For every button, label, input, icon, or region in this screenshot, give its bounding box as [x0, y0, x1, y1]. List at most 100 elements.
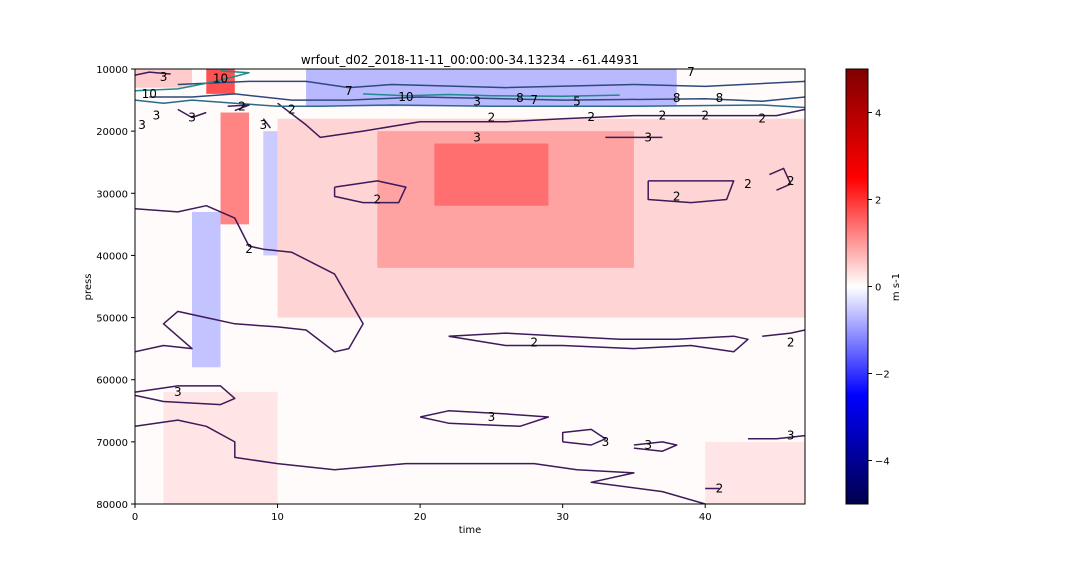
heatmap-cell: [705, 441, 805, 504]
colorbar-gradient: [845, 68, 869, 505]
contour-label: 2: [530, 335, 538, 349]
contour-label: 3: [644, 130, 652, 144]
contour-label: 3: [787, 429, 795, 443]
contour-label: 3: [138, 118, 146, 132]
heatmap-cell: [163, 392, 278, 504]
contour-label: 3: [473, 94, 481, 108]
contour-line-10: [135, 70, 250, 92]
contour-line-3: [748, 434, 805, 440]
contour-label: 2: [288, 102, 296, 116]
contour-label: 2: [744, 177, 752, 191]
heatmap-cell: [434, 143, 549, 206]
contour-line-3: [177, 108, 207, 119]
contour-label: 3: [188, 110, 196, 124]
plot-frame: [134, 68, 806, 505]
chart-title: wrfout_d02_2018-11-11_00:00:00-34.13234 …: [301, 53, 639, 67]
contour-label: 3: [259, 118, 267, 132]
contour-label: 3: [160, 70, 168, 84]
contour-label: 10: [398, 90, 413, 104]
contour-label: 2: [716, 481, 724, 495]
y-tick-label: 20000: [96, 127, 128, 138]
contour-line-3: [135, 419, 706, 504]
contour-label: 3: [602, 435, 610, 449]
contour-line-2: [448, 332, 749, 353]
contour-label: 2: [673, 189, 681, 203]
contour-label: 3: [488, 410, 496, 424]
colorbar-tick-label: 2: [875, 196, 881, 207]
contour-lines: [135, 70, 805, 504]
contour-label: 2: [701, 109, 709, 123]
contour-line-3: [419, 410, 550, 428]
contour-line-3: [561, 428, 607, 446]
contour-line-2: [135, 204, 364, 353]
colorbar-tick-label: 4: [875, 109, 881, 120]
contour-line-2: [277, 102, 805, 139]
contour-label: 2: [245, 242, 253, 256]
y-tick-label: 50000: [96, 314, 128, 325]
contour-label: 2: [238, 99, 246, 113]
contour-label: 10: [213, 71, 228, 85]
y-tick-label: 80000: [96, 500, 128, 511]
contour-line-3: [262, 118, 271, 129]
x-axis-label: time: [459, 525, 482, 536]
contour-label: 7: [345, 84, 353, 98]
contour-line-7: [149, 93, 805, 103]
contour-label: 2: [374, 193, 382, 207]
contour-label: 2: [587, 110, 595, 124]
x-tick-label: 20: [414, 512, 427, 523]
y-tick-label: 10000: [96, 65, 128, 76]
contour-line-8: [135, 99, 805, 109]
contour-line-7: [177, 80, 805, 89]
contour-label: 10: [142, 87, 157, 101]
heatmap-cell: [263, 131, 278, 256]
contour-label: 2: [787, 335, 795, 349]
x-tick-label: 30: [556, 512, 569, 523]
contour-line-3: [135, 385, 236, 406]
x-axis: 0 10 20 30 40: [132, 504, 712, 523]
contour-label: 3: [644, 438, 652, 452]
contour-label: 3: [473, 130, 481, 144]
colorbar: −4 −2 0 2 4 m s-1: [845, 68, 902, 505]
contour-label: 8: [516, 91, 524, 105]
contour-label: 2: [787, 174, 795, 188]
y-axis: 10000 20000 30000 40000 50000 60000 70000 80000: [96, 65, 135, 511]
y-tick-label: 30000: [96, 189, 128, 200]
colorbar-tick-label: 0: [875, 283, 881, 294]
contour-line-3: [135, 71, 171, 76]
colorbar-label: m s-1: [891, 273, 902, 301]
contour-label: 2: [488, 110, 496, 124]
contour-line-10: [363, 93, 620, 98]
contour-line-2: [227, 104, 250, 112]
contour-line-2: [769, 167, 792, 191]
contour-label: 5: [573, 94, 581, 108]
y-tick-label: 40000: [96, 251, 128, 262]
contour-label: 3: [153, 109, 161, 123]
heatmap-cell: [220, 112, 250, 225]
contour-label: 8: [716, 91, 724, 105]
colorbar-ticks: −4 −2 0 2 4: [868, 109, 890, 468]
colorbar-tick-label: −2: [875, 370, 890, 381]
contour-label: 8: [673, 91, 681, 105]
y-tick-label: 60000: [96, 376, 128, 387]
colorbar-tick-label: −4: [875, 457, 890, 468]
heatmap-cell: [135, 69, 193, 88]
contour-label: 7: [687, 65, 695, 79]
contour-label: 2: [659, 109, 667, 123]
y-tick-label: 70000: [96, 438, 128, 449]
heatmap-cell: [192, 211, 221, 368]
contour-label: 3: [174, 385, 182, 399]
contour-line-2: [762, 329, 805, 337]
x-tick-label: 0: [132, 512, 138, 523]
x-tick-label: 40: [699, 512, 712, 523]
contour-label: 2: [758, 112, 766, 126]
contour-line-2: [333, 180, 407, 204]
y-axis-label: press: [83, 274, 94, 301]
x-tick-label: 10: [271, 512, 284, 523]
contour-line-2: [647, 180, 735, 204]
contour-label: 7: [530, 93, 538, 107]
contour-line-3: [633, 441, 678, 452]
heatmap-cells: [135, 69, 805, 504]
